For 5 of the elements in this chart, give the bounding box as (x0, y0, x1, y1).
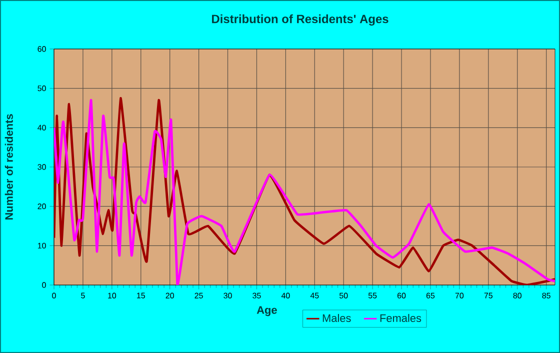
legend-label: Males (322, 314, 351, 322)
y-axis-title: Number of residents (4, 114, 13, 220)
chart-title: Distribution of Residents' Ages (212, 14, 388, 26)
x-axis-title: Age (256, 306, 277, 316)
legend-label: Females (380, 314, 422, 322)
